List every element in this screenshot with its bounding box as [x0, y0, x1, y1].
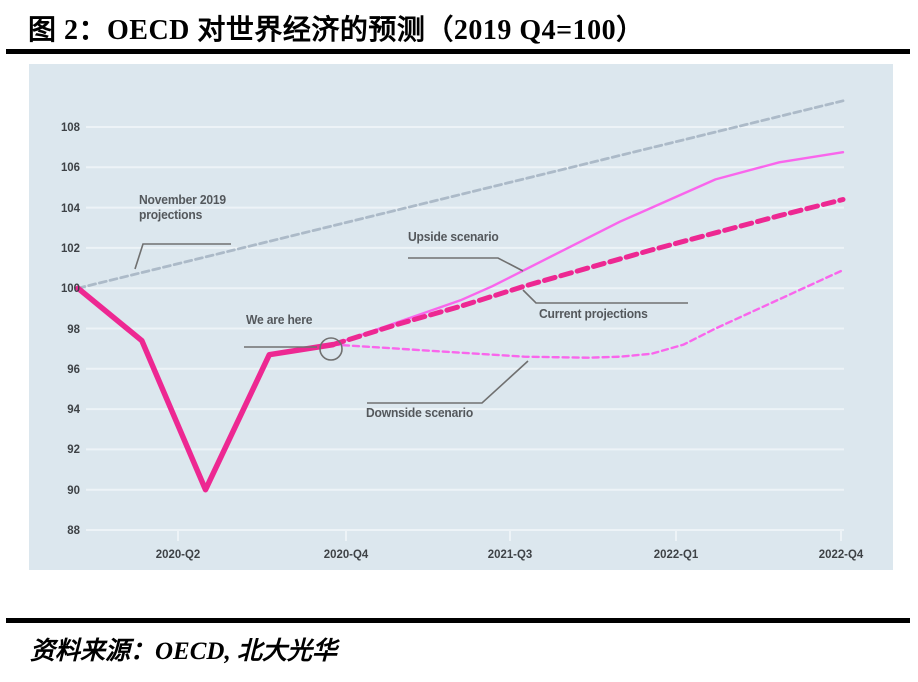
annotation-current-projections: Current projections [539, 306, 648, 321]
y-tick-label: 98 [67, 321, 80, 336]
x-tick-label: 2021-Q3 [487, 547, 533, 561]
x-tick-label: 2020-Q4 [323, 547, 369, 561]
annotation-we-are-here: We are here [246, 312, 313, 327]
source-text: 资料来源：OECD, 北大光华 [30, 638, 337, 665]
chart-panel [29, 64, 893, 570]
x-tick-label: 2020-Q2 [155, 547, 201, 561]
y-tick-label: 102 [60, 240, 80, 255]
source-divider [6, 618, 910, 623]
x-tick-label: 2022-Q1 [653, 547, 699, 561]
annotation-downside-scenario: Downside scenario [366, 405, 474, 420]
y-tick-label: 96 [67, 361, 80, 376]
y-tick-label: 106 [60, 160, 80, 175]
y-tick-label: 94 [67, 402, 80, 417]
y-tick-label: 88 [67, 523, 80, 537]
title-divider [6, 49, 910, 54]
y-tick-label: 104 [60, 200, 80, 215]
y-tick-label: 108 [60, 120, 80, 134]
figure-title: 图 2：OECD 对世界经济的预测（2019 Q4=100） [28, 15, 645, 46]
x-tick-label: 2022-Q4 [818, 547, 864, 561]
y-tick-label: 90 [67, 482, 80, 497]
y-tick-label: 92 [67, 442, 80, 457]
annotation-upside-scenario: Upside scenario [408, 229, 499, 244]
y-tick-label: 100 [60, 281, 80, 296]
annotation-november-2019-projections: November 2019 projections [139, 192, 226, 222]
